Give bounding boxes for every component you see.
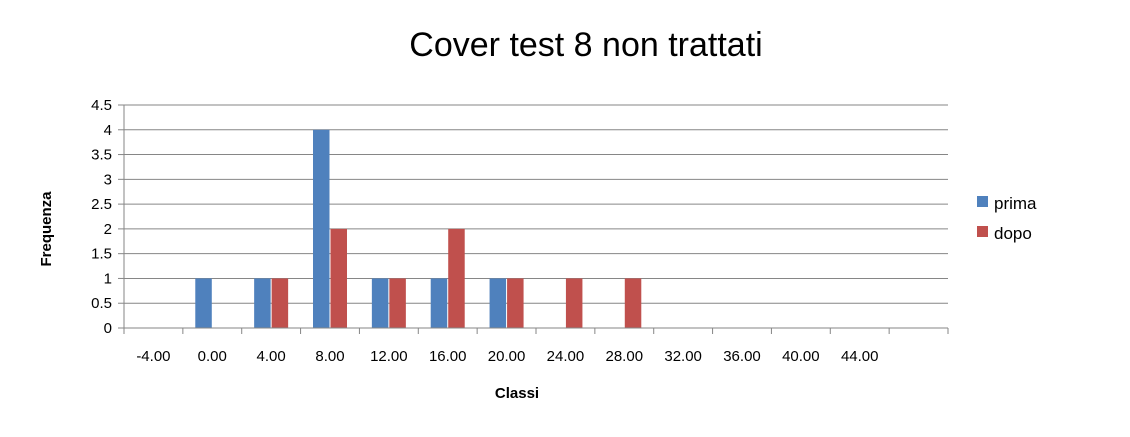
x-tick-label: 40.00 bbox=[782, 348, 820, 365]
x-tick-label: 16.00 bbox=[429, 348, 467, 365]
bar-dopo bbox=[271, 278, 289, 328]
bar-prima bbox=[489, 278, 507, 328]
legend-label-dopo: dopo bbox=[994, 224, 1032, 243]
axes bbox=[123, 105, 948, 329]
x-tick-label: 32.00 bbox=[664, 348, 702, 365]
legend: prima dopo bbox=[977, 194, 1037, 243]
y-tick-labels: 0 0.5 1 1.5 2 2.5 3 3.5 4 4.5 bbox=[91, 97, 112, 337]
x-tick-label: -4.00 bbox=[136, 348, 170, 365]
y-tick-label: 0 bbox=[104, 320, 112, 337]
y-tick-label: 0.5 bbox=[91, 295, 112, 312]
x-tick-label: 36.00 bbox=[723, 348, 761, 365]
y-tick-label: 3.5 bbox=[91, 147, 112, 164]
legend-label-prima: prima bbox=[994, 194, 1037, 213]
y-tick-label: 4 bbox=[104, 122, 112, 139]
y-tick-label: 2 bbox=[104, 221, 112, 238]
x-tick-label: 28.00 bbox=[606, 348, 644, 365]
x-tick-label: 12.00 bbox=[370, 348, 408, 365]
x-tick-label: 0.00 bbox=[198, 348, 227, 365]
chart-title: Cover test 8 non trattati bbox=[409, 26, 762, 64]
bar-prima bbox=[313, 129, 330, 328]
y-tick-label: 1.5 bbox=[91, 246, 112, 263]
bar-prima bbox=[430, 278, 448, 328]
bar-dopo bbox=[448, 228, 465, 328]
y-tick-label: 2.5 bbox=[91, 196, 112, 213]
legend-swatch-dopo bbox=[977, 226, 988, 237]
bar-dopo bbox=[507, 278, 524, 328]
gridlines bbox=[118, 104, 949, 334]
y-tick-label: 3 bbox=[104, 171, 112, 188]
x-axis-title: Classi bbox=[495, 385, 539, 402]
y-axis-title: Frequenza bbox=[38, 191, 55, 267]
bar-prima bbox=[195, 278, 212, 328]
y-tick-label: 4.5 bbox=[91, 97, 112, 114]
x-tick-label: 20.00 bbox=[488, 348, 526, 365]
bar-prima bbox=[371, 278, 389, 328]
bars bbox=[195, 129, 642, 328]
bar-dopo bbox=[389, 278, 406, 328]
x-tick-label: 4.00 bbox=[257, 348, 286, 365]
bar-prima bbox=[254, 278, 271, 328]
x-tick-label: 24.00 bbox=[547, 348, 585, 365]
bar-dopo bbox=[565, 278, 583, 328]
y-tick-label: 1 bbox=[104, 270, 112, 287]
legend-swatch-prima bbox=[977, 196, 988, 207]
x-tick-labels: -4.00 0.00 4.00 8.00 12.00 16.00 20.00 24.00 28.… bbox=[136, 348, 878, 365]
bar-dopo bbox=[624, 278, 642, 328]
bar-dopo bbox=[330, 228, 347, 328]
x-tick-label: 8.00 bbox=[315, 348, 344, 365]
x-tick-label: 44.00 bbox=[841, 348, 879, 365]
